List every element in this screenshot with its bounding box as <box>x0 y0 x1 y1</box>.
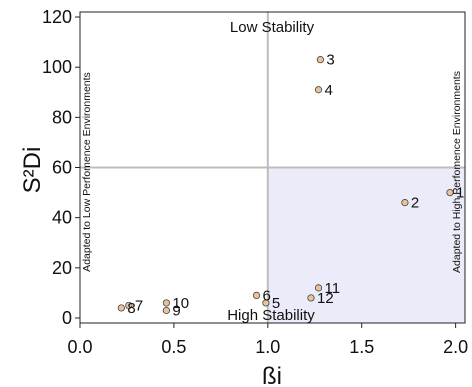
y-tick-label: 80 <box>52 107 72 127</box>
y-axis-ticks: 0 20 40 60 80 100 120 <box>42 7 80 328</box>
x-tick-label: 0.0 <box>67 337 92 357</box>
data-point-label: 7 <box>135 297 143 314</box>
y-tick-label: 0 <box>62 308 72 328</box>
data-point <box>401 199 409 207</box>
x-tick-label: 0.5 <box>161 337 186 357</box>
data-point <box>307 294 315 302</box>
data-point-label: 2 <box>411 195 419 212</box>
annotation-adapted-low: Adapted to Low Perfomence Environments <box>81 72 93 272</box>
data-point <box>162 299 170 307</box>
y-tick-label: 100 <box>42 57 72 77</box>
data-point-label: 12 <box>317 290 334 307</box>
data-point <box>117 304 125 312</box>
data-point-label: 10 <box>172 295 189 312</box>
data-point-label: 5 <box>272 295 280 312</box>
data-point-label: 4 <box>325 82 333 99</box>
annotation-adapted-high: Adapted to High Perfomence Environments <box>451 71 463 273</box>
data-point <box>125 301 133 310</box>
y-tick-label: 120 <box>42 7 72 27</box>
x-tick-label: 1.5 <box>349 337 374 357</box>
data-point <box>262 299 270 307</box>
data-point-label: 8 <box>127 300 135 317</box>
shaded-quadrant <box>267 167 465 323</box>
annotation-low-stability: Low Stability <box>230 19 315 36</box>
annotation-high-stability: High Stability <box>227 307 315 324</box>
x-tick-label: 1.0 <box>255 337 280 357</box>
data-point-label: 6 <box>263 287 271 304</box>
data-point <box>316 56 324 64</box>
data-point <box>314 284 323 292</box>
y-tick-label: 60 <box>52 158 72 178</box>
data-point <box>162 306 170 315</box>
data-point <box>314 86 323 94</box>
y-tick-label: 20 <box>52 258 72 278</box>
data-point <box>252 291 261 300</box>
data-point <box>446 188 454 197</box>
x-axis-title: ßi <box>262 363 282 387</box>
x-axis-ticks: 0.0 0.5 1.0 1.5 2.0 <box>67 323 468 357</box>
y-axis-title: S²Di <box>19 147 46 194</box>
data-point-label: 3 <box>326 52 334 69</box>
y-tick-label: 40 <box>52 208 72 228</box>
data-point-label: 1 <box>456 185 464 202</box>
x-tick-label: 2.0 <box>443 337 468 357</box>
data-point-label: 9 <box>172 302 180 319</box>
data-point-label: 11 <box>325 280 341 297</box>
